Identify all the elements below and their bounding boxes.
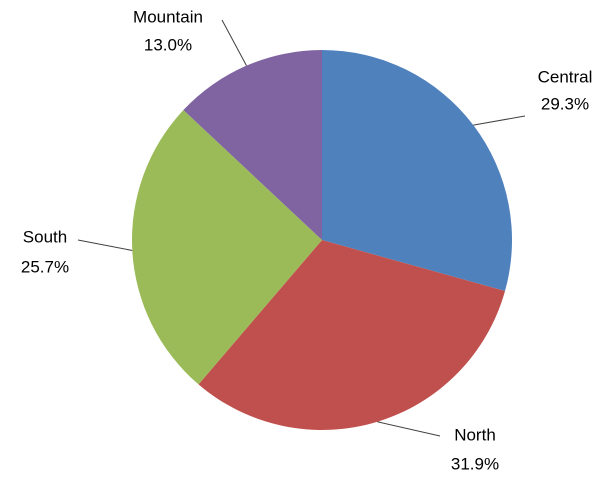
leader-line [77,239,133,251]
slice-label: Central [538,67,593,86]
slice-label: South [23,227,67,246]
pie-slice [132,110,322,385]
leader-line [221,19,247,66]
slice-value-label: 31.9% [451,454,499,473]
pie-slice [198,240,506,431]
leader-line [473,115,526,126]
leader-line [377,421,441,437]
pie-slice [183,50,322,240]
pie-slice [322,50,512,292]
slice-label: Mountain [133,7,203,26]
slice-value-label: 25.7% [21,257,69,276]
slice-value-label: 29.3% [541,94,589,113]
slice-value-label: 13.0% [144,35,192,54]
slice-label: North [454,425,496,444]
